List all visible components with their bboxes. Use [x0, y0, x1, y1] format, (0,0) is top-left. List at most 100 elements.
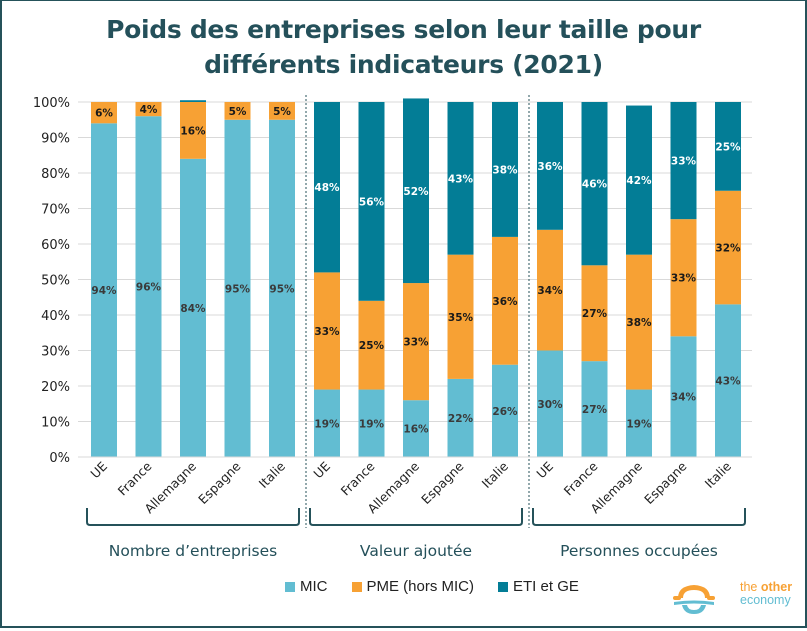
- logo-text-other: other: [760, 580, 793, 594]
- bar-segment-eti: [715, 102, 741, 191]
- data-label: 5%: [273, 106, 291, 118]
- data-label: 94%: [91, 285, 117, 297]
- bar-segment-eti: [314, 102, 340, 273]
- bar-segment-eti: [180, 100, 206, 102]
- legend-label-eti: ETI et GE: [513, 578, 579, 595]
- data-label: 19%: [359, 418, 385, 430]
- bar-segment-pme: [269, 102, 295, 120]
- data-label: 26%: [492, 406, 518, 418]
- y-tick-label: 10%: [41, 416, 70, 431]
- bar-segment-pme: [91, 102, 117, 124]
- y-tick-label: 60%: [41, 238, 70, 253]
- bar-segment-eti: [403, 98, 429, 284]
- y-tick-label: 90%: [41, 132, 70, 147]
- bar-segment-pme: [314, 272, 340, 390]
- data-label: 42%: [626, 175, 652, 187]
- data-label: 56%: [359, 196, 385, 208]
- legend-item-eti: ETI et GE: [498, 578, 579, 595]
- bar-segment-eti: [581, 102, 608, 266]
- group-bracket: [309, 508, 523, 526]
- chart-title: Poids des entreprises selon leur taille …: [0, 12, 807, 82]
- data-label: 33%: [403, 337, 429, 349]
- x-tick-label: France: [338, 458, 378, 498]
- data-label: 6%: [95, 108, 113, 120]
- chart-title-line-2: différents indicateurs (2021): [204, 50, 603, 79]
- data-label: 48%: [314, 182, 340, 194]
- bar-segment-pme: [403, 283, 429, 401]
- y-tick-label: 100%: [33, 96, 70, 111]
- data-label: 25%: [715, 141, 741, 153]
- bar-segment-pme: [180, 102, 206, 159]
- data-label: 27%: [582, 404, 608, 416]
- data-label: 46%: [582, 179, 608, 191]
- logo-text-economy: economy: [740, 593, 791, 607]
- group-bracket: [86, 508, 300, 526]
- bar-segment-pme: [581, 265, 608, 362]
- bar-segment-pme: [135, 102, 162, 117]
- data-label: 36%: [537, 161, 563, 173]
- bar-segment-mic: [224, 119, 251, 457]
- data-label: 52%: [403, 186, 429, 198]
- bar-segment-mic: [670, 336, 697, 457]
- data-label: 33%: [671, 273, 697, 285]
- x-tick-label: UE: [533, 458, 556, 481]
- bar-segment-mic: [581, 361, 608, 457]
- bar-segment-pme: [447, 254, 474, 379]
- data-label: 84%: [180, 303, 206, 315]
- bar-segment-eti: [358, 102, 385, 301]
- bar-segment-eti: [447, 102, 474, 255]
- data-label: 36%: [492, 296, 518, 308]
- x-tick-label: Espagne: [418, 458, 467, 507]
- bar-segment-mic: [626, 389, 652, 457]
- bar-segment-pme: [715, 190, 741, 305]
- bar-segment-mic: [447, 378, 474, 457]
- data-label: 95%: [225, 283, 251, 295]
- bar-segment-pme: [358, 300, 385, 390]
- data-label: 38%: [626, 317, 652, 329]
- data-label: 22%: [448, 413, 474, 425]
- y-tick-label: 20%: [41, 380, 70, 395]
- x-tick-label: UE: [87, 458, 110, 481]
- legend-swatch-eti: [498, 581, 509, 592]
- x-tick-label: France: [115, 458, 155, 498]
- group-label: Nombre d’entreprises: [109, 542, 278, 560]
- bar-segment-mic: [180, 158, 206, 458]
- data-label: 34%: [537, 285, 563, 297]
- data-label: 16%: [180, 125, 206, 137]
- bar-segment-pme: [670, 219, 697, 337]
- bar-segment-eti: [670, 102, 697, 220]
- bar-segment-mic: [715, 304, 741, 457]
- bar-segment-mic: [269, 119, 295, 457]
- data-label: 30%: [537, 399, 563, 411]
- y-tick-label: 80%: [41, 167, 70, 182]
- bar-segment-eti: [626, 105, 652, 255]
- data-label: 4%: [140, 104, 158, 116]
- x-tick-label: Espagne: [195, 458, 244, 507]
- the-other-economy-logo-icon: [673, 585, 715, 614]
- data-label: 95%: [269, 283, 295, 295]
- y-tick-label: 30%: [41, 345, 70, 360]
- legend-item-pme: PME (hors MIC): [351, 578, 474, 595]
- bar-segment-mic: [403, 400, 429, 457]
- y-tick-label: 50%: [41, 274, 70, 289]
- x-tick-label: Italie: [256, 458, 289, 491]
- data-label: 16%: [403, 424, 429, 436]
- legend: MIC PME (hors MIC) ETI et GE: [285, 578, 579, 595]
- x-tick-label: Italie: [702, 458, 735, 491]
- legend-swatch-mic: [285, 581, 295, 592]
- data-label: 19%: [314, 418, 340, 430]
- data-label: 96%: [136, 282, 162, 294]
- bar-segment-pme: [224, 102, 251, 120]
- data-label: 35%: [448, 312, 474, 324]
- data-label: 19%: [626, 418, 652, 430]
- logo-text: the other economy: [740, 581, 792, 607]
- logo-text-the: the: [740, 580, 761, 594]
- data-label: 33%: [671, 156, 697, 168]
- bar-segment-pme: [626, 254, 652, 390]
- data-label: 27%: [582, 308, 608, 320]
- bar-segment-mic: [91, 123, 117, 458]
- x-tick-label: France: [561, 458, 601, 498]
- data-label: 43%: [448, 173, 474, 185]
- data-label: 33%: [314, 326, 340, 338]
